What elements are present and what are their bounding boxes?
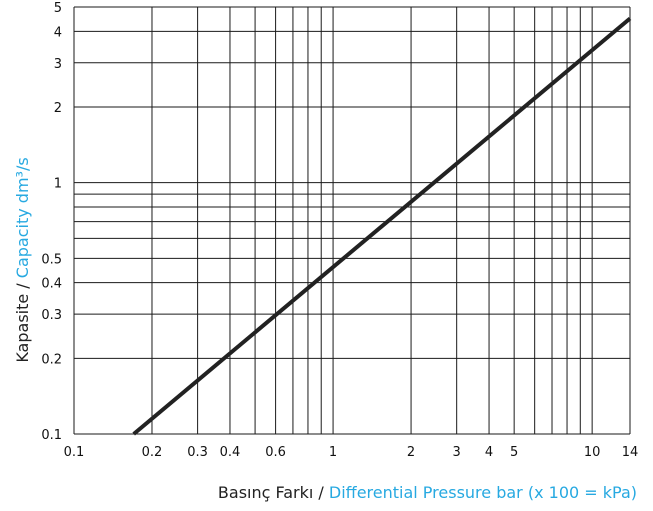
x-tick-labels: 0.1 0.2 0.3 0.4 0.6 1 2 3 4 5 10 14 xyxy=(64,445,639,460)
y-tick-label-0: 0.1 xyxy=(41,428,62,443)
y-tick-label-5: 1 xyxy=(54,177,62,192)
y-tick-label-2: 0.3 xyxy=(41,308,62,323)
x-axis-title-part-2: Differential Pressure bar (x 100 = kPa) xyxy=(329,483,637,502)
grid-lines xyxy=(73,6,631,435)
x-tick-label-10: 10 xyxy=(584,445,601,460)
series-layer xyxy=(132,16,632,436)
x-tick-label-11: 14 xyxy=(622,445,639,460)
x-tick-label-3: 0.4 xyxy=(220,445,241,460)
y-tick-label-1: 0.2 xyxy=(41,352,62,367)
y-tick-label-6: 2 xyxy=(54,101,62,116)
series-line-0 xyxy=(132,16,632,436)
x-tick-label-4: 0.6 xyxy=(265,445,286,460)
y-axis-title-part-2: Capacity dm³/s xyxy=(13,157,32,278)
x-axis-title-part-1: Basınç Farkı / xyxy=(218,483,329,502)
y-tick-label-7: 3 xyxy=(54,57,62,72)
x-tick-label-5: 1 xyxy=(329,445,337,460)
x-tick-label-8: 4 xyxy=(485,445,493,460)
y-tick-label-8: 4 xyxy=(54,25,62,40)
x-tick-label-0: 0.1 xyxy=(64,445,85,460)
y-tick-label-4: 0.5 xyxy=(41,252,62,267)
x-axis-title: Basınç Farkı / Differential Pressure bar… xyxy=(218,483,637,502)
y-tick-label-9: 5 xyxy=(54,1,62,16)
x-tick-label-2: 0.3 xyxy=(187,445,208,460)
y-tick-labels: 0.1 0.2 0.3 0.4 0.5 1 2 3 4 5 xyxy=(41,1,62,443)
x-tick-label-6: 2 xyxy=(407,445,415,460)
x-tick-label-9: 5 xyxy=(510,445,518,460)
y-axis-title-part-1: Kapasite / xyxy=(13,278,32,362)
y-tick-label-3: 0.4 xyxy=(41,277,62,292)
x-tick-label-7: 3 xyxy=(453,445,461,460)
x-tick-label-1: 0.2 xyxy=(142,445,163,460)
y-axis-title: Kapasite / Capacity dm³/s xyxy=(13,157,32,362)
